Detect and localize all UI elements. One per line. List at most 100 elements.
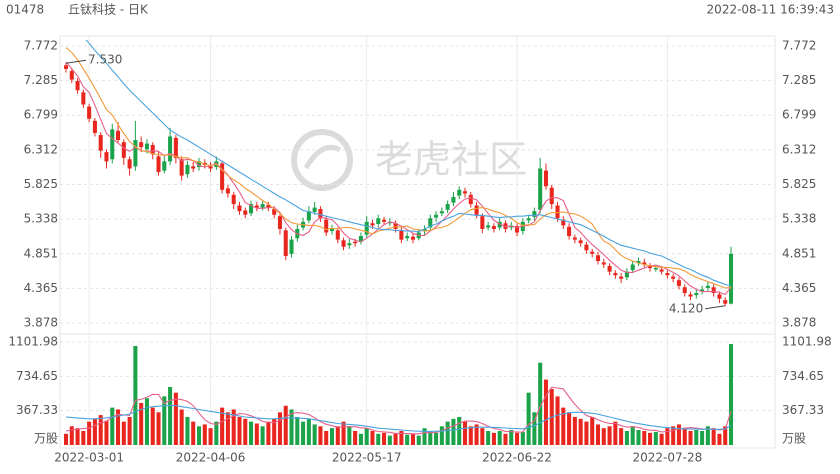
watermark-logo — [291, 129, 353, 191]
candle-body — [254, 205, 259, 208]
volume-bar — [567, 412, 572, 445]
candle-body — [318, 209, 323, 219]
candle-body — [613, 273, 618, 276]
candle-body — [121, 142, 126, 158]
volume-bar — [231, 409, 236, 445]
volume-bar — [249, 421, 254, 445]
candle-body — [636, 260, 641, 264]
candle-body — [700, 289, 705, 292]
candle-body — [370, 223, 375, 226]
volume-bar — [121, 421, 126, 445]
x-tick-label: 2022-06-22 — [482, 451, 552, 465]
y-tick-label: 4.365 — [24, 281, 58, 295]
volume-bar — [694, 430, 699, 445]
candle-body — [127, 159, 132, 169]
volume-bar — [434, 432, 439, 445]
volume-bar — [410, 433, 415, 445]
volume-bar — [306, 418, 311, 445]
symbol: 01478 — [6, 3, 44, 17]
volume-bar — [173, 392, 178, 445]
candle-body — [405, 236, 410, 239]
y-tick-label-right: 6.312 — [782, 142, 816, 156]
volume-bar — [237, 416, 242, 445]
volume-bar — [561, 407, 566, 445]
volume-bar — [139, 402, 144, 445]
volume-bar — [486, 430, 491, 445]
volume-bar — [347, 426, 352, 445]
y-tick-label-right: 3.878 — [782, 316, 816, 330]
volume-bar — [254, 423, 259, 445]
volume-bar — [526, 392, 531, 445]
volume-bar — [405, 434, 410, 445]
candle-body — [480, 216, 485, 229]
volume-bar — [370, 430, 375, 445]
candle-body — [682, 287, 687, 293]
candle-body — [196, 161, 202, 168]
candle-body — [382, 219, 387, 222]
volume-bar — [642, 430, 647, 445]
volume-bar — [324, 430, 329, 445]
candle-body — [133, 140, 138, 167]
y-tick-label-right: 7.285 — [782, 73, 816, 87]
volume-bar — [428, 430, 433, 445]
volume-bar — [399, 430, 404, 445]
volume-bar — [723, 426, 728, 445]
candle-body — [567, 226, 572, 237]
candle-body — [717, 294, 722, 299]
candle-body — [393, 223, 398, 229]
candle-body — [410, 236, 415, 240]
y-tick-label: 6.799 — [24, 108, 58, 122]
candle-body — [387, 221, 392, 224]
volume-bar — [144, 398, 149, 445]
candle-body — [653, 268, 658, 270]
candle-body — [139, 142, 144, 148]
candle-body — [277, 216, 282, 229]
candle-body — [532, 211, 537, 217]
volume-bar — [393, 433, 398, 445]
y-tick-label: 6.312 — [24, 142, 58, 156]
candle-body — [353, 241, 358, 244]
candle-body — [220, 163, 225, 190]
volume-bar — [382, 432, 387, 445]
volume-bar — [648, 432, 653, 445]
candle-body — [92, 120, 97, 133]
volume-bar — [445, 421, 450, 445]
candle-body — [283, 230, 288, 256]
candle-body — [526, 218, 531, 221]
candle-body — [116, 130, 121, 141]
candle-body — [491, 226, 496, 229]
volume-bar — [619, 428, 624, 445]
volume-bar — [636, 430, 641, 445]
candle-body — [503, 223, 508, 229]
x-tick-label: 2022-04-06 — [176, 451, 246, 465]
candle-body — [619, 276, 624, 279]
volume-bar — [607, 426, 612, 445]
x-tick-label: 2022-07-28 — [633, 451, 703, 465]
y-tick-label: 5.338 — [24, 212, 58, 226]
volume-bar — [364, 428, 369, 445]
candle-body — [376, 218, 381, 224]
candle-body — [81, 92, 86, 105]
candle-body — [249, 204, 254, 214]
candle-body — [324, 219, 329, 233]
annotation-leader — [65, 59, 87, 64]
candle-body — [648, 265, 653, 269]
candle-body — [191, 166, 196, 169]
candle-body — [341, 240, 346, 247]
volume-bar — [220, 407, 225, 445]
volume-bar — [497, 430, 502, 445]
candle-body — [266, 204, 271, 208]
candle-body — [364, 221, 369, 235]
candle-body — [665, 273, 670, 276]
volume-bar — [474, 424, 479, 445]
candle-body — [260, 204, 265, 208]
candle-body — [468, 194, 473, 205]
volume-bar — [196, 426, 202, 445]
volume-bar — [150, 407, 155, 445]
y-tick-label: 7.285 — [24, 73, 58, 87]
volume-bar — [717, 433, 722, 445]
volume-bar — [671, 426, 676, 445]
candle-body — [572, 237, 577, 240]
y-tick-label-right: 5.825 — [782, 177, 816, 191]
